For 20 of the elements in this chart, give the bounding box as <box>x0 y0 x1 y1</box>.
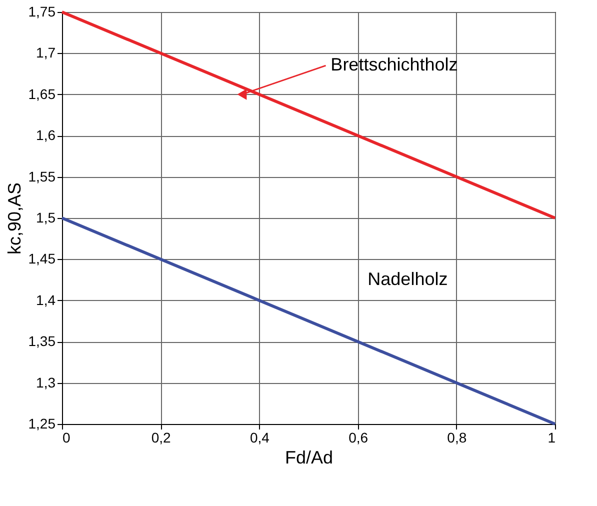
x-tick-label: 1 <box>548 430 556 446</box>
y-tick-label: 1,7 <box>36 44 56 61</box>
x-tick-label: 0,2 <box>151 430 172 446</box>
x-tick-label: 0,6 <box>348 430 368 446</box>
y-tick-label: 1,6 <box>36 127 56 144</box>
x-tick-label: 0,4 <box>250 430 270 446</box>
y-tick-label: 1,4 <box>36 292 56 308</box>
x-tick-label: 0,8 <box>447 430 467 446</box>
y-tick-label: 1,45 <box>28 250 56 267</box>
y-tick-label: 1,75 <box>28 4 56 20</box>
y-tick-label: 1,25 <box>28 416 56 432</box>
text: Nadelholz <box>368 268 448 289</box>
x-tick-label: 0 <box>62 430 70 446</box>
y-tick-label: 1,35 <box>28 333 56 350</box>
y-tick-label: 1,55 <box>28 168 56 184</box>
x-axis-title: Fd/Ad <box>284 448 334 468</box>
y-axis-title: kc,90,AS <box>4 182 24 255</box>
y-tick-label: 1,65 <box>28 86 56 102</box>
y-tick-label: 1,5 <box>36 210 56 226</box>
y-tick-label: 1,3 <box>36 374 56 390</box>
